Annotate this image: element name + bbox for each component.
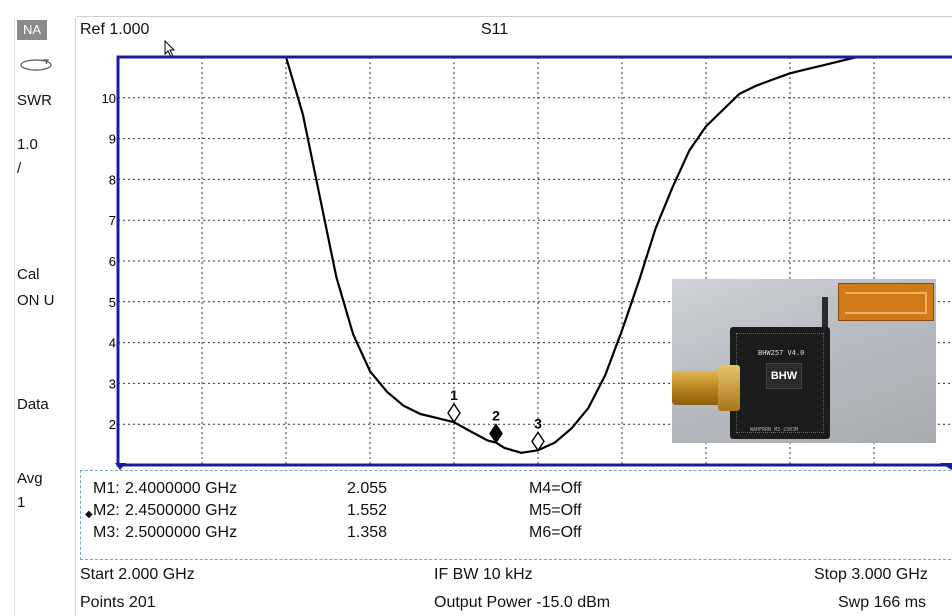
trace-markers: 1 2 3 [447,387,545,452]
format-label[interactable]: SWR [17,92,52,109]
sweep-time[interactable]: Swp 166 ms [838,594,927,611]
marker-status[interactable]: M6=Off [529,524,582,541]
y-tick-label: 4 [109,336,116,351]
marker-value: 1.358 [347,524,388,541]
marker-table[interactable]: ◆ M1: 2.4000000 GHz 2.055 M4=Off M2: 2.4… [80,470,952,560]
y-tick-labels: 2 3 4 5 6 7 8 9 10 [102,91,116,432]
marker-label: 2 [492,407,500,423]
mode-badge[interactable]: NA [17,20,47,40]
left-status-panel: NA SWR 1.0 / Cal ON U Data Avg 1 [14,18,76,616]
marker-frequency[interactable]: 2.5000000 GHz [125,524,238,541]
stop-tick [940,463,952,470]
marker-diamond [447,402,461,424]
marker-frequency[interactable]: 2.4000000 GHz [125,480,238,497]
scale-label[interactable]: 1.0 [17,136,38,153]
marker-value: 1.552 [347,502,388,519]
y-tick-label: 9 [109,132,116,147]
y-tick-label: 3 [109,376,116,391]
marker-status[interactable]: M4=Off [529,480,582,497]
measurement-parameter[interactable]: S11 [481,21,509,38]
antenna-board-photo: BHW257 V4.0 BHW WAHFRRN_M3-2303M [672,279,936,443]
cal-status-label: ON U [17,292,55,309]
avg-label[interactable]: Avg [17,470,43,487]
trace-header: Ref 1.000 S11 [76,16,952,47]
marker-name[interactable]: M1: [93,480,120,497]
marker-label: 1 [450,387,458,403]
data-label[interactable]: Data [17,396,49,413]
marker-status[interactable]: M5=Off [529,502,582,519]
marker-name[interactable]: M2: [93,502,120,519]
x-axis-end-ticks [115,463,952,470]
start-frequency[interactable]: Start 2.000 GHz [80,566,195,583]
sweep-points[interactable]: Points 201 [80,594,156,611]
y-tick-label: 6 [109,254,116,269]
marker-frequency[interactable]: 2.4500000 GHz [125,502,238,519]
start-tick [115,463,126,470]
marker-value: 2.055 [347,480,388,497]
stop-frequency[interactable]: Stop 3.000 GHz [814,566,928,583]
marker-name[interactable]: M3: [93,524,120,541]
y-tick-label: 7 [109,213,116,228]
marker-label: 3 [534,415,542,431]
avg-count-label: 1 [17,494,26,511]
output-power[interactable]: Output Power -15.0 dBm [434,594,611,611]
marker-2: 2 [489,407,503,444]
scale-sub-label: / [17,160,22,177]
board-label: BHW257 V4.0 [758,349,805,357]
if-bandwidth[interactable]: IF BW 10 kHz [434,566,533,583]
y-tick-label: 5 [109,295,116,310]
y-tick-label: 2 [109,417,116,432]
y-tick-label: 10 [102,91,116,106]
marker-1: 1 [447,387,461,424]
marker-diamond [531,431,545,452]
loop-arrow-icon[interactable] [19,56,53,74]
marker-diamond [489,423,503,444]
reference-level[interactable]: Ref 1.000 [80,21,150,38]
y-tick-label: 8 [109,172,116,187]
flex-pcb-antenna [838,283,934,321]
board-logo: BHW [766,363,802,389]
pcb-board: BHW257 V4.0 BHW WAHFRRN_M3-2303M [730,327,830,439]
plot-border [116,55,952,467]
active-marker-glyph: ◆ [85,509,93,520]
sma-nut [718,365,740,411]
cal-label[interactable]: Cal [17,266,40,283]
board-id: WAHFRRN_M3-2303M [750,427,799,433]
s11-trace [118,55,952,454]
marker-3: 3 [531,415,545,452]
